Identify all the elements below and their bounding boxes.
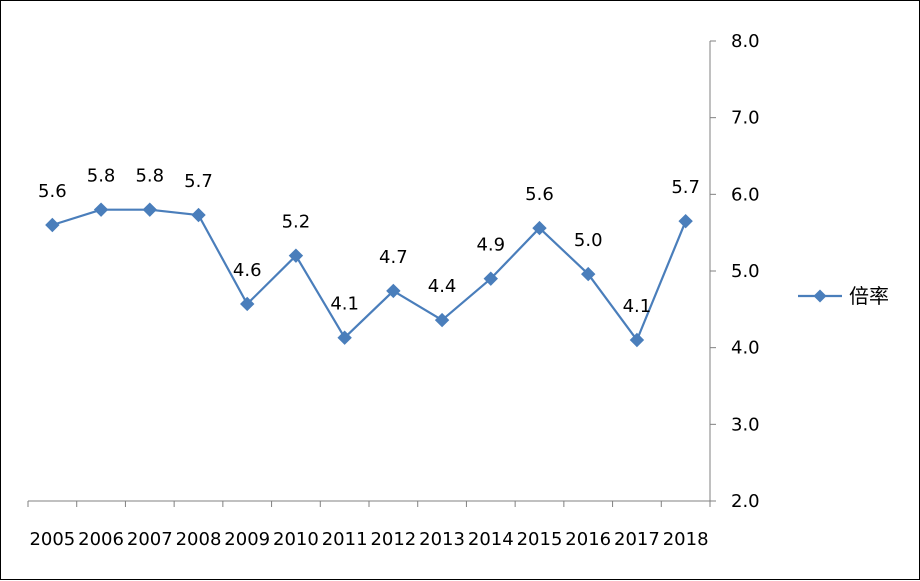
y-tick-label: 2.0 <box>731 491 760 512</box>
y-tick-label: 8.0 <box>731 31 760 52</box>
y-tick-label: 6.0 <box>731 184 760 205</box>
x-tick-label: 2009 <box>224 529 270 550</box>
x-tick-label: 2005 <box>29 529 75 550</box>
series-line <box>52 208 687 342</box>
data-label: 4.6 <box>233 260 262 281</box>
data-label: 4.7 <box>379 247 408 268</box>
data-point-marker <box>45 217 60 233</box>
x-tick-label: 2010 <box>273 529 319 550</box>
legend-marker <box>813 289 827 303</box>
x-tick-label: 2007 <box>127 529 173 550</box>
data-point-marker <box>240 296 255 312</box>
y-tick-label: 7.0 <box>731 108 760 129</box>
legend-label: 倍率 <box>849 284 889 308</box>
x-tick-label: 2018 <box>663 529 709 550</box>
data-point-marker <box>629 332 645 348</box>
data-point-marker <box>93 202 109 217</box>
x-tick-label: 2017 <box>614 529 660 550</box>
y-tick-label: 3.0 <box>731 414 760 435</box>
data-label: 5.6 <box>38 181 67 202</box>
data-label: 4.4 <box>428 276 457 297</box>
data-label: 5.8 <box>135 166 164 187</box>
x-tick-label: 2013 <box>419 529 465 550</box>
data-point-marker <box>142 202 157 217</box>
x-tick-label: 2012 <box>370 529 416 550</box>
data-label: 5.6 <box>525 184 554 205</box>
x-tick-label: 2014 <box>468 529 514 550</box>
data-label: 5.7 <box>671 177 700 198</box>
y-tick-label: 4.0 <box>731 338 760 359</box>
data-label: 4.1 <box>623 296 652 317</box>
x-tick-label: 2016 <box>565 529 611 550</box>
data-label: 5.0 <box>574 230 603 251</box>
x-tick-label: 2011 <box>322 529 368 550</box>
x-tick-label: 2008 <box>176 529 222 550</box>
data-point-marker <box>337 330 352 345</box>
data-label: 5.8 <box>87 166 116 187</box>
data-point-marker <box>434 312 450 328</box>
data-point-marker <box>191 207 206 223</box>
data-label: 4.9 <box>476 235 505 256</box>
x-tick-label: 2015 <box>517 529 563 550</box>
data-label: 5.2 <box>282 212 311 233</box>
x-tick-label: 2006 <box>78 529 124 550</box>
data-label: 4.1 <box>330 294 359 315</box>
data-point-marker <box>532 220 547 236</box>
data-point-marker <box>483 271 498 286</box>
data-label: 5.7 <box>184 171 213 192</box>
data-point-marker <box>386 283 401 299</box>
y-tick-label: 5.0 <box>731 261 760 282</box>
data-point-marker <box>678 213 693 229</box>
data-point-marker <box>288 248 304 263</box>
data-point-marker <box>581 266 596 282</box>
